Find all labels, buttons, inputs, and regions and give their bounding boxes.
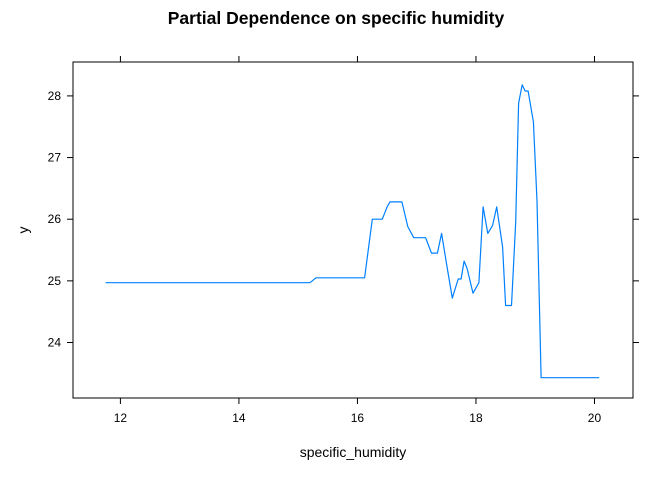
y-tick-label: 24 — [48, 336, 62, 350]
y-axis-left: 24 25 26 27 28 — [48, 89, 73, 350]
y-tick-label: 28 — [48, 89, 62, 103]
chart-title: Partial Dependence on specific humidity — [168, 8, 505, 28]
x-axis-top — [119, 56, 595, 62]
x-axis-bottom: 12 14 16 18 20 — [114, 398, 602, 425]
y-axis-label: y — [15, 227, 31, 234]
x-tick-label: 12 — [114, 411, 128, 425]
y-tick-label: 27 — [48, 151, 62, 165]
x-tick-label: 20 — [588, 411, 602, 425]
x-axis-label: specific_humidity — [300, 444, 407, 460]
y-axis-right — [633, 95, 639, 344]
series-line — [105, 84, 600, 379]
x-tick-label: 18 — [469, 411, 483, 425]
y-tick-label: 26 — [48, 212, 62, 226]
plot-frame — [72, 61, 634, 399]
series-layer — [105, 84, 600, 379]
x-tick-label: 16 — [351, 411, 365, 425]
x-tick-label: 14 — [232, 411, 246, 425]
y-tick-label: 25 — [48, 274, 62, 288]
